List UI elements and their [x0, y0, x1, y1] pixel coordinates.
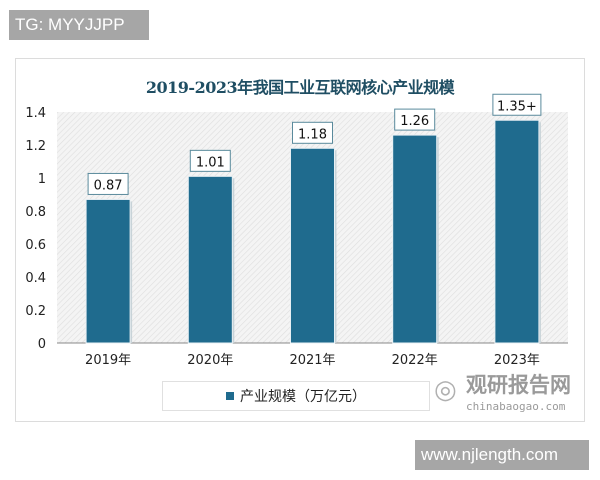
data-label-box	[292, 121, 333, 144]
bar	[290, 147, 335, 344]
logo-swirl-icon: ◎	[434, 375, 457, 405]
y-tick-label: 1	[38, 172, 46, 187]
data-label: 1.18	[298, 127, 327, 142]
data-label: 1.01	[196, 155, 225, 170]
data-label: 0.87	[94, 178, 123, 193]
bar	[187, 175, 233, 344]
chart-title: 2019-2023年我国工业互联网核心产业规模	[145, 78, 455, 97]
watermark-en: chinabaogao.com	[466, 400, 566, 413]
y-tick-label: 0	[38, 337, 46, 352]
y-tick-label: 0.4	[25, 271, 46, 286]
legend-swatch	[226, 392, 234, 400]
bar	[392, 134, 438, 344]
y-tick-label: 1.4	[25, 106, 46, 121]
x-tick-label: 2023年	[494, 353, 540, 368]
x-tick-label: 2021年	[289, 353, 335, 368]
y-tick-label: 0.6	[25, 238, 46, 253]
legend-label: 产业规模（万亿元）	[240, 389, 366, 405]
legend: 产业规模（万亿元）	[162, 381, 430, 411]
y-tick-label: 0.2	[25, 304, 46, 319]
data-label-box	[87, 172, 129, 195]
watermark-cn: 观研报告网	[466, 373, 571, 397]
x-tick-label: 2022年	[392, 353, 438, 368]
chinabaogao-watermark: ◎ 观研报告网 chinabaogao.com	[434, 373, 580, 417]
y-tick-label: 0.8	[25, 205, 46, 220]
bar	[85, 198, 131, 344]
y-tick-label: 1.2	[25, 139, 46, 154]
top-watermark-tag: TG: MYYJJPP	[9, 10, 149, 40]
bottom-watermark-tag: www.njlength.com	[415, 440, 589, 470]
data-label-box	[189, 149, 231, 172]
data-label: 1.26	[400, 114, 429, 129]
data-label-box	[394, 108, 436, 131]
data-label-box	[492, 93, 542, 116]
data-label: 1.35+	[497, 99, 537, 114]
x-tick-label: 2020年	[187, 353, 233, 368]
bar	[494, 119, 540, 344]
x-tick-label: 2019年	[85, 353, 131, 368]
